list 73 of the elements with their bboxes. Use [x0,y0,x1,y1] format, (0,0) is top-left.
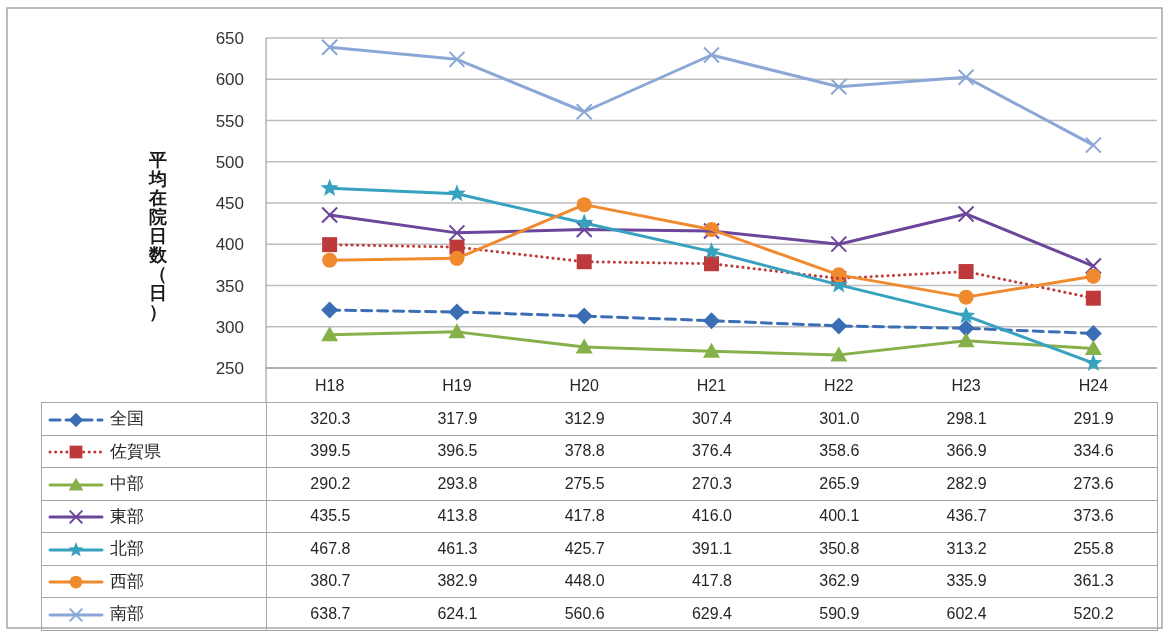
y-tick-label: 600 [215,70,244,90]
data-label: 361.3 [1030,565,1158,598]
x-tick-label: H20 [569,377,599,394]
data-label: 461.3 [393,532,522,565]
x-tick-label: H23 [951,377,981,394]
legend-label: 南部 [110,604,144,624]
data-label: 313.2 [902,532,1031,565]
data-label: 317.9 [393,402,522,435]
data-label: 417.8 [521,500,649,533]
data-label: 350.8 [775,532,903,565]
x-tick-label: H19 [442,377,472,394]
data-label: 291.9 [1030,402,1158,435]
data-label: 425.7 [521,532,649,565]
data-label: 335.9 [902,565,1031,598]
y-tick-label: 450 [215,194,244,213]
data-label: 520.2 [1030,597,1158,630]
data-label: 396.5 [393,435,522,468]
x-tick-label: H22 [824,377,854,394]
data-label: 358.6 [775,435,903,468]
data-label: 467.8 [266,532,394,565]
data-label: 282.9 [902,467,1031,500]
legend-label: 北部 [110,539,144,559]
text: 平均在院日数（日） [149,150,167,322]
data-label: 366.9 [902,435,1031,468]
y-tick-label: 650 [215,29,244,48]
legend-label: 西部 [110,571,144,591]
data-label: 307.4 [648,402,776,435]
x-tick-label: H18 [314,377,345,394]
y-tick-label: 550 [215,111,244,131]
y-tick-label: 500 [215,152,244,172]
data-label: 436.7 [902,500,1031,533]
data-label: 255.8 [1030,532,1158,565]
data-label: 638.7 [266,597,394,630]
data-label: 334.6 [1030,435,1158,468]
data-label: 391.1 [648,532,776,565]
data-label: 413.8 [393,500,522,533]
data-label: 373.6 [1030,500,1158,533]
data-label: 590.9 [775,597,903,630]
legend-label: 中部 [110,474,144,494]
legend-label: 全国 [110,409,144,429]
data-label: 301.0 [775,402,903,435]
legend-label: 佐賀県 [110,441,161,461]
data-label: 362.9 [775,565,903,598]
data-label: 290.2 [266,467,394,500]
data-label: 378.8 [521,435,649,468]
y-tick-label: 400 [215,235,244,255]
y-tick-label: 300 [215,317,244,337]
data-label: 380.7 [266,565,394,598]
data-label: 382.9 [393,565,522,598]
x-tick-label: H24 [1078,377,1109,394]
data-label: 416.0 [648,500,776,533]
data-label: 629.4 [648,597,776,630]
data-label: 273.6 [1030,467,1158,500]
data-label: 320.3 [266,402,394,435]
data-label: 270.3 [648,467,776,500]
y-tick-label: 350 [215,276,244,296]
data-label: 624.1 [393,597,522,630]
data-label: 602.4 [902,597,1031,630]
data-label: 435.5 [266,500,394,533]
data-label: 448.0 [521,565,649,598]
data-label: 399.5 [266,435,394,468]
legend-label: 東部 [110,506,144,526]
data-label: 417.8 [648,565,776,598]
data-label: 312.9 [521,402,649,435]
x-tick-label: H21 [696,377,727,394]
y-tick-label: 250 [215,359,244,378]
data-label: 376.4 [648,435,776,468]
data-label: 400.1 [775,500,903,533]
data-label: 293.8 [393,467,522,500]
data-label: 298.1 [902,402,1031,435]
data-label: 275.5 [521,467,649,500]
data-label: 560.6 [521,597,649,630]
data-label: 265.9 [775,467,903,500]
